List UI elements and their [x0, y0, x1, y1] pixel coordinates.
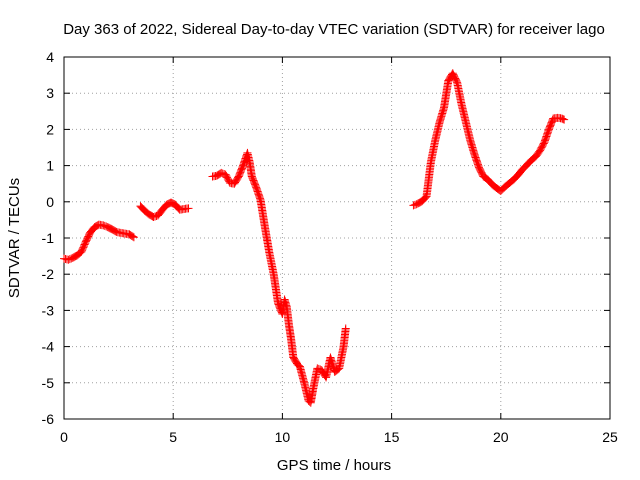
- y-tick-label: 3: [46, 85, 54, 101]
- data-segment: [409, 69, 569, 210]
- y-tick-label: 4: [46, 49, 54, 65]
- data-points: [60, 69, 569, 407]
- y-tick-label: 2: [46, 121, 54, 137]
- data-point: [559, 115, 568, 124]
- y-tick-label: -4: [42, 339, 55, 355]
- y-tick-label: -2: [42, 266, 55, 282]
- chart-title: Day 363 of 2022, Sidereal Day-to-day VTE…: [63, 21, 605, 38]
- y-tick-label: -3: [42, 302, 55, 318]
- data-segment: [60, 220, 138, 264]
- x-tick-label: 5: [169, 429, 177, 445]
- data-point: [184, 204, 193, 213]
- data-point: [129, 233, 138, 242]
- data-point: [548, 115, 557, 124]
- data-point: [305, 397, 314, 406]
- x-tick-label: 25: [602, 429, 618, 445]
- y-tick-label: -5: [42, 375, 55, 391]
- data-point: [420, 194, 429, 203]
- x-tick-label: 15: [384, 429, 400, 445]
- x-tick-label: 10: [275, 429, 291, 445]
- y-tick-label: -1: [42, 230, 55, 246]
- x-axis-label: GPS time / hours: [277, 457, 391, 474]
- y-axis-label: SDTVAR / TECUs: [6, 178, 23, 298]
- y-tick-label: 0: [46, 194, 54, 210]
- axis-ticks: 0 5 10 15 20 25 -6 -5 -4 -3 -2 -1 0 1 2 3 4: [42, 49, 618, 445]
- x-tick-label: 0: [60, 429, 68, 445]
- x-tick-label: 20: [493, 429, 509, 445]
- data-point: [341, 324, 350, 333]
- y-tick-label: -6: [42, 411, 55, 427]
- data-point: [128, 232, 137, 241]
- data-point: [174, 203, 183, 212]
- grid-lines: [64, 57, 610, 419]
- data-segment: [208, 148, 350, 407]
- data-point: [127, 231, 136, 240]
- data-point: [560, 115, 569, 124]
- data-segment: [136, 198, 193, 222]
- y-tick-label: 1: [46, 158, 54, 174]
